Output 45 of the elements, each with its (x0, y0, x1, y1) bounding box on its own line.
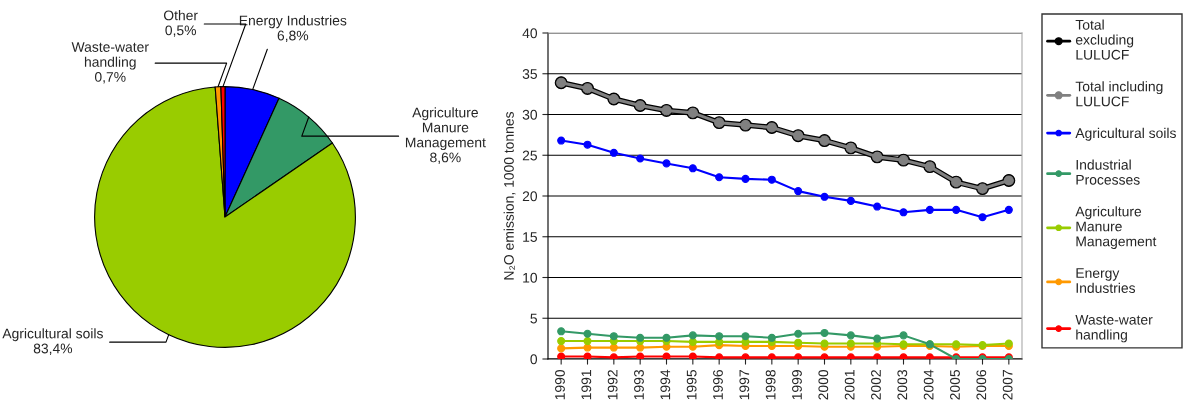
x-tick-label: 1999 (792, 370, 802, 400)
x-tick-label: 1994 (660, 369, 671, 400)
legend-label: Total including LULUCF (1075, 81, 1163, 107)
x-tick-label: 1995 (686, 370, 697, 400)
data-label: 8,6% (430, 152, 461, 164)
x-tick-label: 1992 (607, 370, 618, 400)
x-tick-label: 1998 (765, 370, 776, 400)
y-tick-label: 0 (530, 354, 538, 365)
slice-label: Other (163, 10, 198, 21)
legend-label: Industrial Processes (1076, 159, 1140, 185)
x-tick-label: 2003 (897, 370, 908, 400)
x-tick-label: 1990 (555, 369, 565, 400)
y-tick-label: 30 (522, 109, 538, 120)
slice-label: Waste-water handling (71, 42, 149, 70)
x-tick-label: 2000 (818, 369, 829, 400)
legend-label: Total excluding LULUCF (1075, 19, 1134, 60)
legend-label: Waste-water handling (1075, 314, 1153, 343)
y-tick-label: 40 (522, 28, 538, 39)
x-tick-label: 1997 (739, 370, 750, 400)
slice-label: Agriculture Manure Management (405, 107, 486, 151)
y-tick-label: 20 (522, 191, 538, 202)
x-tick-label: 2007 (1002, 370, 1013, 400)
x-tick-label: 1996 (713, 370, 723, 400)
y-tick-label: 15 (523, 232, 537, 242)
slice-label: Energy Industries (239, 15, 347, 29)
x-tick-label: 1991 (581, 370, 592, 400)
x-tick-label: 2006 (976, 370, 987, 400)
x-tick-label: 2002 (871, 370, 881, 400)
x-tick-label: 2004 (923, 369, 934, 400)
y-tick-label: 5 (530, 313, 537, 324)
data-label: 0,7% (94, 71, 126, 84)
data-label: 6,8% (277, 30, 309, 43)
x-tick-label: 2005 (950, 370, 960, 400)
legend-label: Agriculture Manure Management (1075, 206, 1157, 250)
data-label: 0,5% (165, 25, 196, 37)
data-label: 83,4% (33, 343, 73, 356)
y-tick-label: 25 (522, 150, 537, 161)
legend-label: Agricultural soils (1075, 127, 1176, 141)
y-tick-label: 35 (522, 69, 537, 79)
x-tick-label: 1993 (634, 370, 644, 400)
y-axis-title: N₂O emission, 1000 tonnes (503, 111, 516, 280)
x-tick-label: 2001 (844, 370, 855, 400)
legend-label: Energy Industries (1076, 268, 1136, 293)
y-tick-label: 10 (523, 272, 538, 283)
slice-label: Agricultural soils (2, 328, 103, 342)
